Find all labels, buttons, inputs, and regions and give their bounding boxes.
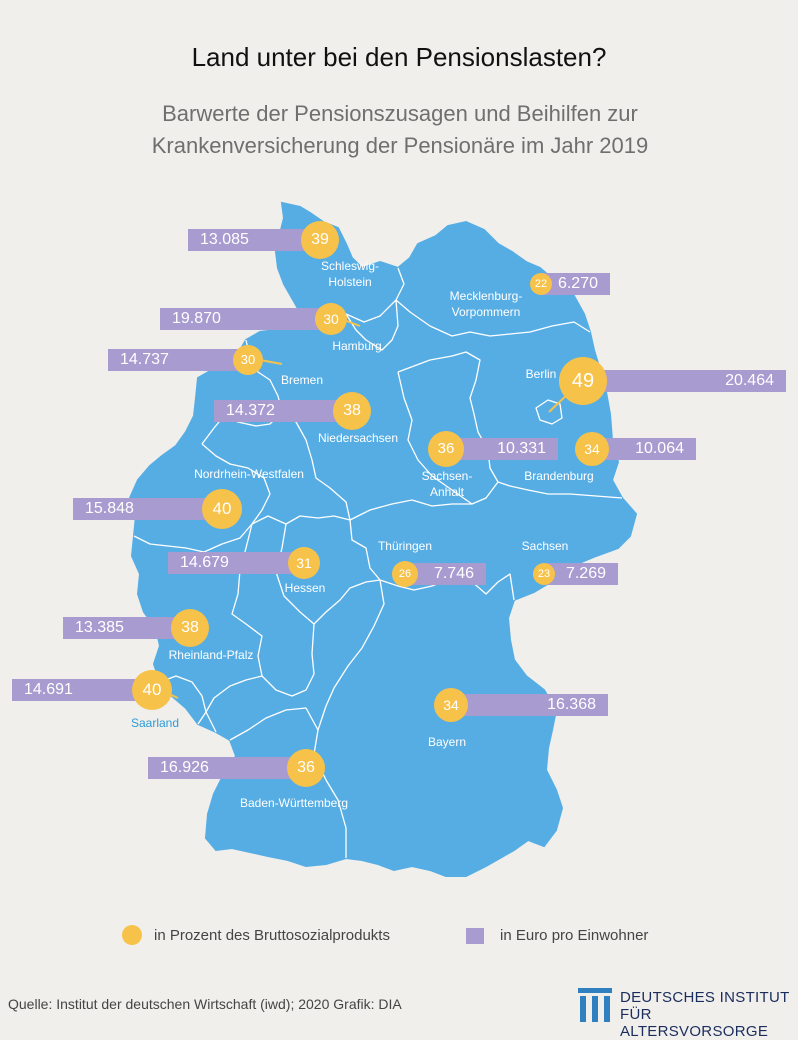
percent-circle-nw: 40 <box>202 489 242 529</box>
institute-logo-icon <box>578 988 612 1022</box>
euro-value-sl: 14.691 <box>24 681 73 698</box>
euro-value-th: 7.746 <box>433 565 474 582</box>
euro-bar-rp: 13.385 <box>63 617 190 639</box>
euro-bar-sl: 14.691 <box>12 679 152 701</box>
legend-percent-label: in Prozent des Bruttosozialprodukts <box>154 927 390 944</box>
state-label-rp: Rheinland-Pfalz <box>168 648 254 662</box>
percent-value-th: 26 <box>398 568 412 580</box>
percent-circle-mv: 22 <box>530 273 552 295</box>
euro-value-mv: 6.270 <box>557 275 598 292</box>
percent-circle-hb: 30 <box>233 345 263 375</box>
logo-line-2: FÜR ALTERSVORSORGE <box>620 1006 769 1040</box>
percent-value-nw: 40 <box>212 499 232 518</box>
percent-value-sn: 23 <box>537 568 551 580</box>
source-note: Quelle: Institut der deutschen Wirtschaf… <box>8 996 402 1012</box>
euro-bar-ni: 14.372 <box>214 400 352 422</box>
percent-circle-sl: 40 <box>132 670 172 710</box>
euro-bar-sh: 13.085 <box>188 229 320 251</box>
state-label-mv: Mecklenburg- Vorpommern <box>449 289 523 319</box>
euro-value-hh: 19.870 <box>172 310 221 327</box>
percent-value-ni: 38 <box>343 402 361 419</box>
state-label-sn: Sachsen <box>521 539 569 553</box>
percent-value-rp: 38 <box>181 619 199 636</box>
state-borders <box>133 267 623 858</box>
chart-title: Land unter bei den Pensionslasten? <box>191 42 607 72</box>
euro-value-sn: 7.269 <box>565 565 606 582</box>
state-label-st: Sachsen- Anhalt <box>421 469 473 499</box>
state-label-hh: Hamburg <box>332 339 382 353</box>
euro-value-bw: 16.926 <box>160 759 209 776</box>
euro-value-by: 16.368 <box>547 696 596 713</box>
percent-value-sl: 40 <box>142 680 162 699</box>
logo-line-1: DEUTSCHES INSTITUT <box>620 989 790 1006</box>
euro-value-st: 10.331 <box>497 440 546 457</box>
euro-value-be: 20.464 <box>725 372 774 389</box>
state-label-th: Thüringen <box>377 539 433 553</box>
state-label-he: Hessen <box>284 581 326 595</box>
percent-circle-hh: 30 <box>315 303 347 335</box>
percent-circle-sn: 23 <box>533 563 555 585</box>
percent-circle-by: 34 <box>434 688 468 722</box>
euro-bar-bb: 10.064 <box>592 438 696 460</box>
state-label-ni: Niedersachsen <box>317 431 399 445</box>
euro-value-rp: 13.385 <box>75 619 124 636</box>
percent-value-be: 49 <box>571 370 595 392</box>
euro-value-sh: 13.085 <box>200 231 249 248</box>
percent-value-by: 34 <box>443 697 459 713</box>
euro-value-bb: 10.064 <box>635 440 684 457</box>
percent-value-st: 36 <box>437 440 455 457</box>
euro-bar-by: 16.368 <box>451 694 608 716</box>
euro-bar-hb: 14.737 <box>108 349 248 371</box>
legend-euro-marker <box>466 928 484 944</box>
percent-value-bb: 34 <box>584 441 600 457</box>
euro-bar-sn: 7.269 <box>544 563 618 585</box>
percent-circle-sh: 39 <box>301 221 339 259</box>
euro-bar-bw: 16.926 <box>148 757 306 779</box>
state-label-nw: Nordrhein-Westfalen <box>194 467 304 481</box>
state-label-be: Berlin <box>525 367 557 381</box>
chart-subtitle: Barwerte der Pensionszusagen und Beihilf… <box>151 101 649 158</box>
state-label-bw: Baden-Württemberg <box>239 796 349 810</box>
euro-bar-th: 7.746 <box>405 563 486 585</box>
percent-circle-ni: 38 <box>333 392 371 430</box>
bremen-pointer <box>259 359 283 365</box>
euro-bar-nw: 15.848 <box>73 498 222 520</box>
percent-value-sh: 39 <box>311 231 329 248</box>
percent-value-hb: 30 <box>240 352 256 367</box>
euro-bar-be: 20.464 <box>582 370 786 392</box>
percent-circle-bw: 36 <box>287 749 325 787</box>
euro-value-nw: 15.848 <box>85 500 134 517</box>
euro-bar-hh: 19.870 <box>160 308 330 330</box>
percent-circle-st: 36 <box>428 431 464 467</box>
euro-bar-st: 10.331 <box>445 438 558 460</box>
state-label-sl: Saarland <box>130 716 180 730</box>
state-label-hb: Bremen <box>280 373 324 387</box>
percent-value-mv: 22 <box>534 278 548 290</box>
legend-percent-marker <box>122 925 142 945</box>
percent-value-bw: 36 <box>297 759 315 776</box>
institute-logo-text: DEUTSCHES INSTITUT FÜR ALTERSVORSORGE <box>620 989 798 1040</box>
percent-circle-he: 31 <box>288 547 320 579</box>
legend-euro-label: in Euro pro Einwohner <box>500 927 649 944</box>
euro-bar-mv: 6.270 <box>540 273 610 295</box>
euro-value-he: 14.679 <box>180 554 229 571</box>
state-label-bb: Brandenburg <box>524 469 594 483</box>
percent-value-hh: 30 <box>323 311 339 327</box>
euro-value-hb: 14.737 <box>120 351 169 368</box>
percent-circle-be: 49 <box>559 357 607 405</box>
percent-circle-th: 26 <box>392 561 418 587</box>
euro-bar-he: 14.679 <box>168 552 304 574</box>
percent-circle-rp: 38 <box>171 609 209 647</box>
state-label-sh: Schleswig- Holstein <box>320 259 380 289</box>
percent-circle-bb: 34 <box>575 432 609 466</box>
state-label-by: Bayern <box>427 735 467 749</box>
euro-value-ni: 14.372 <box>226 402 275 419</box>
percent-value-he: 31 <box>296 555 312 571</box>
